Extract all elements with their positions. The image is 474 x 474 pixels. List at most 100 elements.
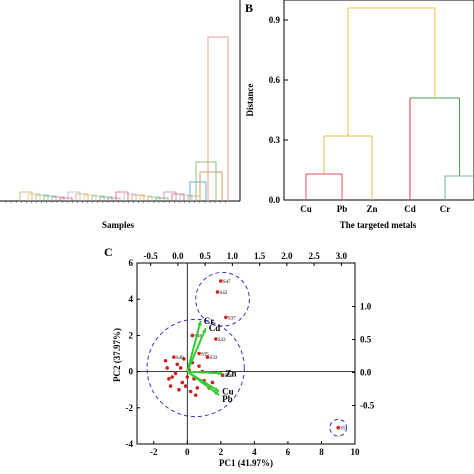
dend-a-branch: [51, 196, 65, 201]
panel-b-frame: [283, 0, 474, 201]
dend-a-branch: [199, 171, 223, 201]
panel-c-xtick-label: 4: [252, 447, 257, 457]
panel-c-xtick-label: 2: [219, 447, 224, 457]
loading-arrow-pb: [186, 370, 220, 396]
dend-a-branch: [189, 181, 207, 201]
panel-b-ytick-label: 0.0: [269, 195, 281, 205]
loading-arrow-zn: [187, 370, 223, 375]
dend-a-branch: [35, 194, 49, 201]
sample-point: [215, 290, 220, 294]
sample-label: S41: [225, 374, 233, 379]
sample-label: S33: [209, 356, 217, 361]
dend-a-branch: [171, 193, 185, 201]
dend-a-branch: [207, 36, 229, 201]
dend-a-branch: [123, 193, 137, 201]
panel-c-ytick-label: 0: [129, 367, 134, 377]
panel-c-top-tick-label: 3.0: [336, 251, 348, 261]
panel-c-cluster-circles: [146, 271, 348, 437]
cluster-circle: [146, 318, 245, 418]
panel-c-ytick-label: -2: [126, 403, 134, 413]
sample-point: [224, 315, 228, 320]
dend-a-branch: [147, 196, 161, 201]
panel-c-xtick-label: 6: [286, 447, 291, 457]
leaf-label-cr: Cr: [440, 204, 451, 214]
dend-a-branch: [83, 194, 97, 201]
loading-label-cd: Cd: [209, 323, 221, 333]
dend-a-branch: [115, 191, 129, 201]
panel-b-xlabel: The targeted metals: [340, 220, 417, 230]
loading-arrow-cd: [186, 327, 207, 372]
panel-c-xtick-label: -2: [150, 447, 158, 457]
sample-point: [173, 371, 178, 376]
branch-cu-pb-zn: [323, 135, 373, 200]
dend-a-branch: [187, 195, 201, 201]
dend-a-branch: [155, 197, 169, 201]
sample-label: S32: [218, 338, 226, 343]
sample-point: [195, 386, 200, 390]
panel-c-xtick-label: 8: [319, 447, 324, 457]
leaf-label-pb: Pb: [337, 204, 348, 214]
panel-c-xlabel: PC1 (41.97%): [219, 458, 273, 468]
sample-point: [167, 377, 171, 381]
dend-a-branch: [99, 196, 113, 201]
sample-point: [210, 380, 215, 385]
dend-a-branch: [179, 194, 193, 201]
sample-point: [172, 355, 176, 359]
panel-b-label: B: [245, 1, 253, 15]
sample-point: [190, 333, 195, 338]
sample-point: [197, 351, 201, 356]
sample-point: [178, 366, 183, 370]
panel-a-dendrogram: [5, 36, 229, 203]
panel-b-ytick-label: 0.6: [269, 75, 281, 85]
panel-c-label: C: [104, 245, 113, 259]
sample-label: S47: [223, 280, 231, 285]
sample-label: S35: [201, 353, 209, 358]
panel-b-ytick-label: 0.3: [269, 135, 281, 145]
loading-label-zn: Zn: [226, 368, 237, 378]
branch-top: [347, 7, 436, 136]
loading-arrowhead: [214, 390, 220, 396]
panel-b-dendrogram: [305, 7, 474, 200]
loading-label-cu: Cu: [222, 387, 234, 397]
sample-label: S40: [176, 356, 184, 361]
panel-c-ytick-label: 2: [129, 330, 134, 340]
loading-arrowhead: [214, 387, 220, 392]
panel-c-top-tick-label: 2.0: [281, 251, 293, 261]
panel-c-xtick-label: 10: [351, 447, 361, 457]
cluster-circle: [329, 418, 348, 437]
dend-a-branch: [107, 197, 121, 201]
loading-arrowhead: [217, 371, 223, 376]
sample-label: S37: [228, 316, 236, 321]
dend-a-branch: [139, 195, 153, 201]
panel-c-xtick-label: 0: [185, 447, 190, 457]
panel-b: B 0.0 0.3 0.6 0.9 Distance Cu Pb Zn Cd Cr The t…: [245, 0, 474, 230]
panel-c-right-tick-label: 0.5: [360, 334, 372, 344]
panel-c-right-tick-label: -0.5: [360, 401, 375, 411]
sample-point: [180, 380, 185, 385]
panel-c-ylabel: PC2 (37.97%): [112, 328, 122, 382]
panel-c-sample-points: S47 S42 S37 S32 S33 S40 S35 S46 S41 S5: [163, 279, 346, 432]
sample-point: [188, 389, 193, 394]
sample-point: [214, 337, 218, 341]
panel-c-ytick-label: -4: [126, 439, 134, 449]
panel-c-top-tick-label: -0.5: [144, 251, 159, 261]
panel-c-frame: [136, 262, 356, 445]
sample-point: [219, 279, 223, 283]
panel-b-ytick-label: 0.9: [269, 15, 281, 25]
leaf-label-cd: Cd: [404, 204, 416, 214]
leaf-label-zn: Zn: [366, 204, 377, 214]
sample-point: [183, 384, 188, 388]
sample-point: [170, 375, 175, 379]
panel-c-ticks: -2 0 2 4 6 8 10 -4 -2 0 2 4 6 -0.5 0.0 0.5 1.0 1.5 2.0 2.5 3…: [126, 251, 375, 457]
panel-c-top-tick-label: 0.0: [172, 251, 184, 261]
panel-c-top-tick-label: 1.5: [254, 251, 266, 261]
sample-point: [197, 364, 201, 368]
sample-label: S46: [194, 334, 202, 339]
panel-b-y-ticks: 0.0 0.3 0.6 0.9: [269, 15, 288, 205]
sample-point: [163, 358, 168, 363]
sample-label: S5: [340, 427, 346, 432]
branch-cd-cr: [410, 97, 460, 176]
sample-point: [185, 375, 190, 379]
